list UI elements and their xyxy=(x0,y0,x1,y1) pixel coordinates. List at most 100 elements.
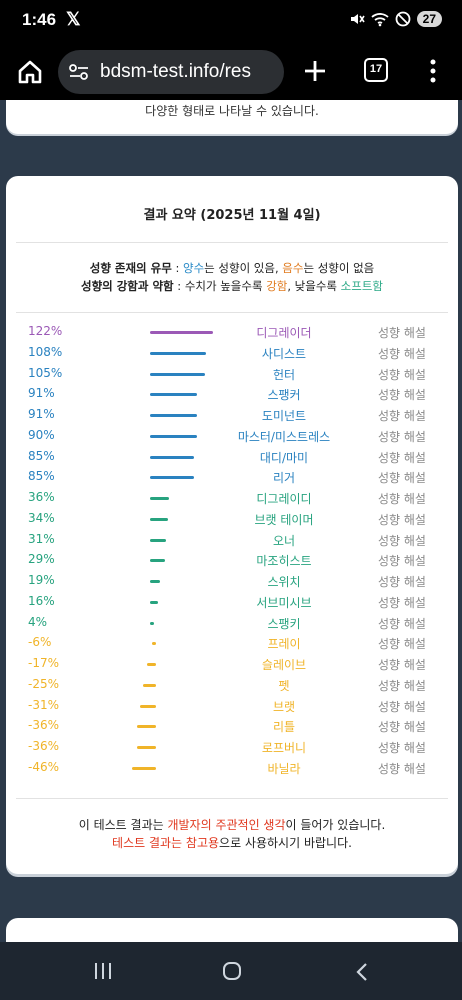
home-circle-icon[interactable] xyxy=(222,961,242,981)
tab-switcher-button[interactable]: 17 xyxy=(364,58,388,82)
result-bar-track xyxy=(116,559,226,563)
result-name[interactable]: 리틀 xyxy=(272,720,296,735)
result-name[interactable]: 마조히스트 xyxy=(256,554,312,569)
previous-section-text: 다양한 형태로 나타날 수 있습니다. xyxy=(145,104,319,118)
back-icon[interactable] xyxy=(354,962,370,982)
result-name[interactable]: 디그레이더 xyxy=(256,326,312,340)
result-bar xyxy=(137,746,156,749)
result-row: -36% 리틀 성향 해설 xyxy=(6,716,458,737)
more-menu-icon[interactable] xyxy=(424,58,442,84)
legend-presence: 성향 존재의 유무 : 양수는 성향이 있음, 음수는 성향이 없음 xyxy=(89,261,375,275)
result-explain-link[interactable]: 성향 해설 xyxy=(378,699,426,714)
result-explain-link[interactable]: 성향 해설 xyxy=(378,595,426,610)
result-name[interactable]: 디그레이디 xyxy=(256,492,312,506)
result-bar-track xyxy=(116,331,226,334)
result-bar-track xyxy=(116,580,226,583)
legend-strength: 성향의 강함과 약함 : 수치가 높을수록 강함, 낮을수록 소프트함 xyxy=(80,279,383,293)
result-explain-link[interactable]: 성향 해설 xyxy=(378,637,426,652)
result-percent: -17% xyxy=(28,656,60,670)
result-explain-link[interactable]: 성향 해설 xyxy=(378,761,426,776)
result-row: 91% 도미넌트 성향 해설 xyxy=(6,405,458,426)
result-percent: 16% xyxy=(28,593,55,608)
result-bar-track xyxy=(116,414,226,417)
home-icon[interactable] xyxy=(14,56,46,88)
result-row: 108% 사디스트 성향 해설 xyxy=(6,343,458,364)
divider xyxy=(16,798,448,799)
result-name[interactable]: 오너 xyxy=(272,533,296,548)
result-bar xyxy=(150,455,195,459)
result-bar-track xyxy=(116,725,226,729)
result-explain-link[interactable]: 성향 해설 xyxy=(378,658,426,672)
result-name[interactable]: 스위치 xyxy=(267,575,301,589)
result-row: 29% 마조히스트 성향 해설 xyxy=(6,550,458,571)
result-percent: 29% xyxy=(28,552,55,567)
result-row: -31% 브랫 성향 해설 xyxy=(6,696,458,717)
result-explain-link[interactable]: 성향 해설 xyxy=(378,492,426,506)
new-tab-icon[interactable] xyxy=(302,58,328,84)
result-bar-track xyxy=(116,746,226,749)
result-name[interactable]: 프레이 xyxy=(267,637,301,652)
result-name[interactable]: 바닐라 xyxy=(267,761,301,776)
result-percent: 91% xyxy=(28,386,55,401)
result-row: -17% 슬레이브 성향 해설 xyxy=(6,654,458,675)
result-explain-link[interactable]: 성향 해설 xyxy=(378,471,426,486)
result-percent: -46% xyxy=(28,759,60,774)
result-bar xyxy=(150,414,198,417)
result-name[interactable]: 로프버니 xyxy=(261,741,307,755)
result-explain-link[interactable]: 성향 해설 xyxy=(378,388,426,403)
result-name[interactable]: 리거 xyxy=(272,471,296,486)
result-name[interactable]: 서브미시브 xyxy=(256,595,312,610)
result-name[interactable]: 슬레이브 xyxy=(261,658,307,672)
result-name[interactable]: 브랫 xyxy=(272,699,296,714)
result-explain-link[interactable]: 성향 해설 xyxy=(378,346,426,361)
site-settings-icon[interactable] xyxy=(68,62,90,82)
result-percent: -31% xyxy=(28,697,60,712)
result-row: 19% 스위치 성향 해설 xyxy=(6,571,458,592)
result-row: 36% 디그레이디 성향 해설 xyxy=(6,488,458,509)
result-bar-track xyxy=(116,351,226,355)
result-explain-link[interactable]: 성향 해설 xyxy=(378,450,426,465)
result-explain-link[interactable]: 성향 해설 xyxy=(378,678,426,693)
result-name[interactable]: 도미넌트 xyxy=(261,409,307,423)
address-bar[interactable]: bdsm-test.info/res xyxy=(58,50,284,94)
result-explain-link[interactable]: 성향 해설 xyxy=(378,367,426,382)
result-explain-link[interactable]: 성향 해설 xyxy=(378,720,426,735)
result-explain-link[interactable]: 성향 해설 xyxy=(378,533,426,548)
result-bar-track xyxy=(116,600,226,604)
result-explain-link[interactable]: 성향 해설 xyxy=(378,741,426,755)
disclaimer-line-1: 이 테스트 결과는 개발자의 주관적인 생각이 들어가 있습니다. xyxy=(78,818,386,832)
result-percent: 19% xyxy=(28,573,55,587)
result-percent: 31% xyxy=(28,531,55,546)
system-nav-bar xyxy=(0,942,462,1000)
result-explain-link[interactable]: 성향 해설 xyxy=(378,326,426,340)
result-bar-track xyxy=(116,766,226,770)
result-explain-link[interactable]: 성향 해설 xyxy=(378,512,426,527)
result-name[interactable]: 대디/마미 xyxy=(259,450,309,465)
result-bar-track xyxy=(116,538,226,542)
result-explain-link[interactable]: 성향 해설 xyxy=(378,409,426,423)
result-bar xyxy=(150,351,207,355)
result-row: -6% 프레이 성향 해설 xyxy=(6,633,458,654)
result-row: 91% 스팽커 성향 해설 xyxy=(6,384,458,405)
result-bar-track xyxy=(116,642,226,646)
result-percent: 85% xyxy=(28,469,55,484)
result-summary-card: 결과 요약 (2025년 11월 4일) 성향 존재의 유무 : 양수는 성향이… xyxy=(6,176,458,874)
result-explain-link[interactable]: 성향 해설 xyxy=(378,575,426,589)
result-row: 16% 서브미시브 성향 해설 xyxy=(6,592,458,613)
result-name[interactable]: 펫 xyxy=(278,678,290,693)
result-name[interactable]: 헌터 xyxy=(272,367,296,382)
x-app-icon: 𝕏 xyxy=(66,9,81,29)
result-bar-track xyxy=(116,455,226,459)
result-explain-link[interactable]: 성향 해설 xyxy=(378,429,426,444)
result-name[interactable]: 마스터/미스트레스 xyxy=(237,429,331,444)
result-name[interactable]: 사디스트 xyxy=(261,346,307,361)
recents-icon[interactable] xyxy=(93,962,113,980)
result-row: 90% 마스터/미스트레스 성향 해설 xyxy=(6,426,458,447)
result-name[interactable]: 브랫 테이머 xyxy=(254,512,314,527)
result-percent: -6% xyxy=(28,635,52,650)
result-explain-link[interactable]: 성향 해설 xyxy=(378,616,426,631)
result-name[interactable]: 스팽키 xyxy=(267,616,301,631)
result-name[interactable]: 스팽커 xyxy=(267,388,301,403)
result-explain-link[interactable]: 성향 해설 xyxy=(378,554,426,569)
status-icons: 27 xyxy=(349,11,442,27)
